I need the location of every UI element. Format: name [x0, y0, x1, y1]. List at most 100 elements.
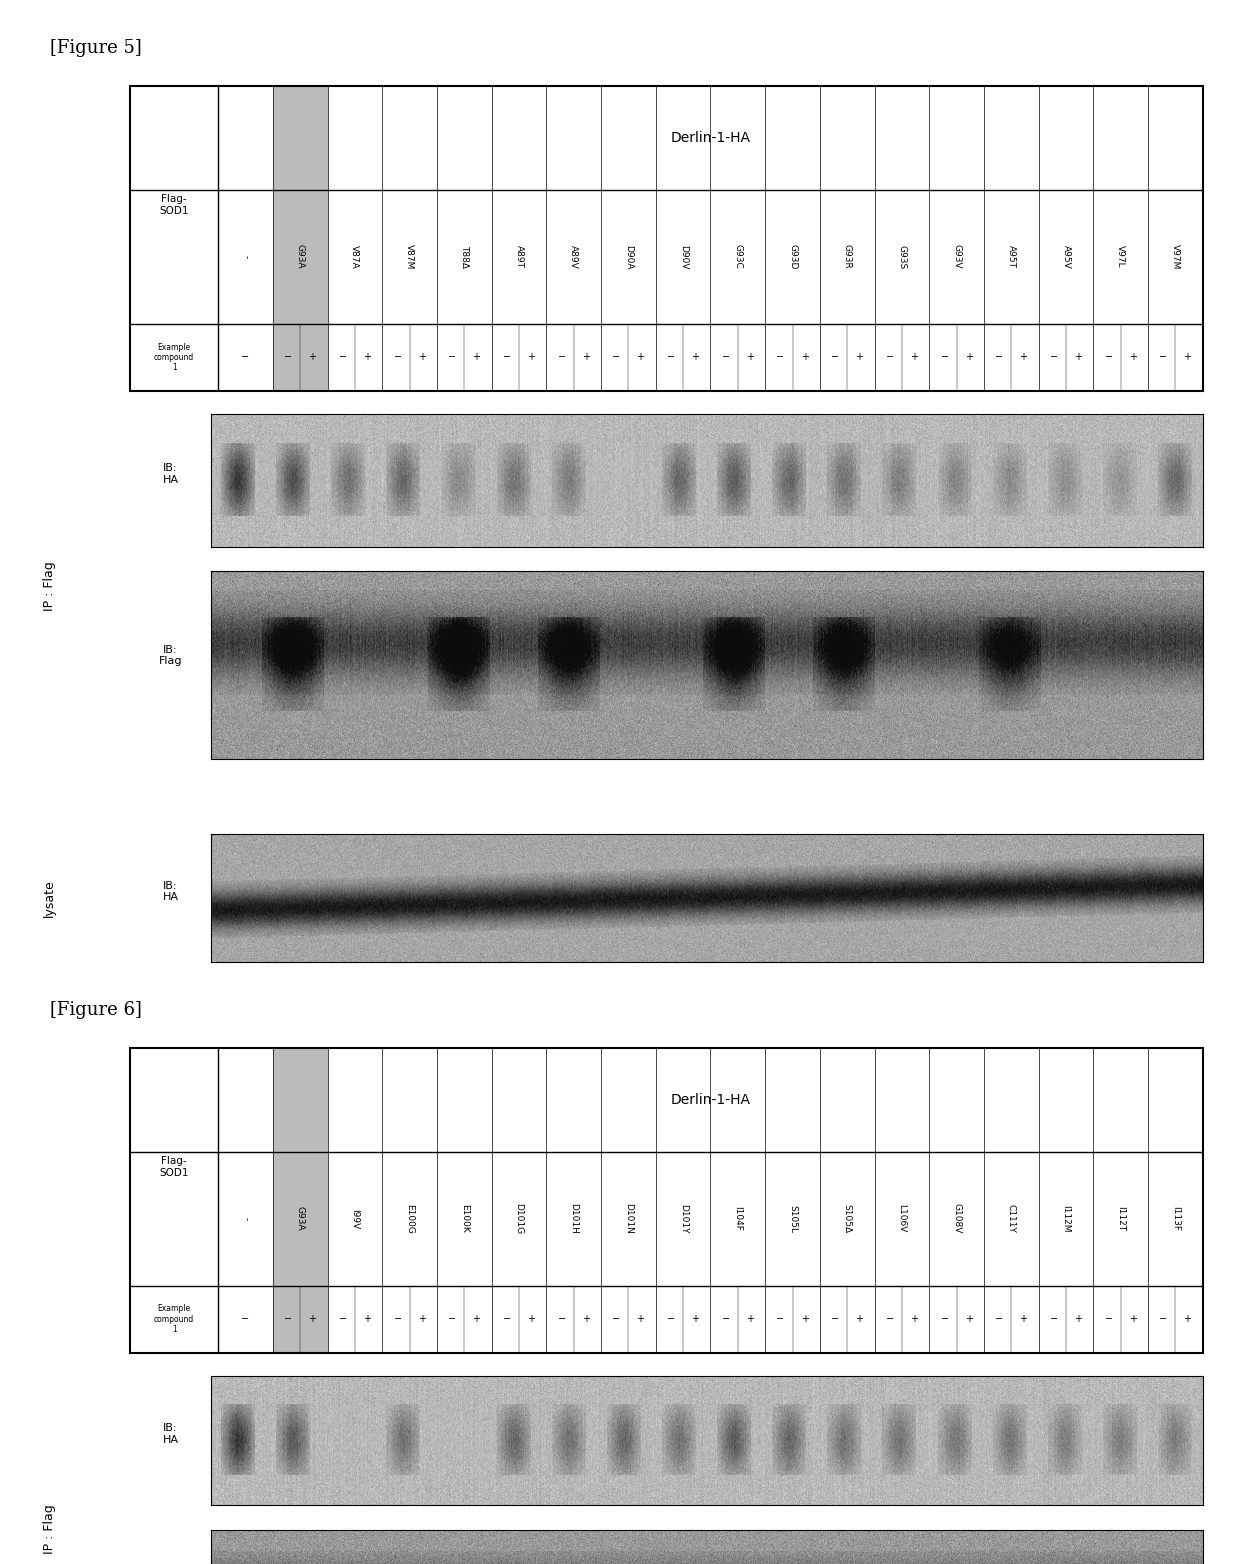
Text: −: −	[831, 352, 839, 363]
Text: +: +	[1019, 352, 1028, 363]
Text: +: +	[1183, 1314, 1192, 1325]
Text: −: −	[284, 1314, 293, 1325]
Text: +: +	[636, 352, 645, 363]
Text: Flag-
SOD1: Flag- SOD1	[160, 194, 188, 216]
Text: −: −	[776, 1314, 785, 1325]
Text: I112M: I112M	[1061, 1204, 1070, 1232]
Text: −: −	[776, 352, 785, 363]
Text: +: +	[309, 1314, 316, 1325]
Text: −: −	[996, 352, 1003, 363]
Text: Derlin-1-HA: Derlin-1-HA	[671, 131, 750, 145]
Text: IB:
HA: IB: HA	[162, 463, 179, 485]
Text: L106V: L106V	[898, 1204, 906, 1232]
Text: D101H: D101H	[569, 1203, 578, 1234]
Text: +: +	[1183, 352, 1192, 363]
Text: −: −	[1159, 352, 1168, 363]
Text: −: −	[558, 1314, 565, 1325]
Text: +: +	[746, 1314, 754, 1325]
Text: V87A: V87A	[351, 246, 360, 269]
Text: G93R: G93R	[843, 244, 852, 269]
Text: +: +	[965, 352, 972, 363]
Text: IP : Flag: IP : Flag	[43, 1505, 56, 1553]
Text: G93A: G93A	[295, 1206, 305, 1231]
Text: [Figure 6]: [Figure 6]	[50, 1001, 141, 1020]
Text: +: +	[1074, 1314, 1083, 1325]
Text: +: +	[1074, 352, 1083, 363]
Text: V97L: V97L	[1116, 246, 1125, 267]
Text: I112T: I112T	[1116, 1206, 1125, 1231]
Text: V97M: V97M	[1171, 244, 1180, 269]
Text: −: −	[503, 1314, 511, 1325]
Text: A89T: A89T	[515, 246, 523, 269]
Text: V87M: V87M	[405, 244, 414, 269]
Text: A95V: A95V	[1061, 246, 1070, 269]
Text: G93S: G93S	[898, 244, 906, 269]
Text: +: +	[910, 352, 918, 363]
Text: C111Y: C111Y	[1007, 1204, 1016, 1232]
Text: +: +	[691, 1314, 699, 1325]
Text: D90V: D90V	[678, 244, 688, 269]
Text: +: +	[856, 352, 863, 363]
Text: +: +	[1019, 1314, 1028, 1325]
Text: A95T: A95T	[1007, 246, 1016, 269]
Text: −: −	[885, 352, 894, 363]
Text: −: −	[1105, 352, 1112, 363]
Text: E100K: E100K	[460, 1204, 469, 1232]
Bar	[273, 1048, 327, 1353]
Text: lysate: lysate	[43, 879, 56, 917]
Text: −: −	[448, 352, 456, 363]
Text: E100G: E100G	[405, 1204, 414, 1234]
Text: −: −	[1050, 352, 1058, 363]
Text: −: −	[885, 1314, 894, 1325]
Text: IB:
HA: IB: HA	[162, 1423, 179, 1445]
Text: −: −	[667, 352, 675, 363]
Text: D101N: D101N	[624, 1203, 632, 1234]
Text: −: −	[284, 352, 293, 363]
Text: +: +	[418, 1314, 425, 1325]
Text: G93D: G93D	[789, 244, 797, 269]
Text: −: −	[339, 352, 347, 363]
Text: −: −	[722, 352, 730, 363]
Text: S105L: S105L	[789, 1204, 797, 1232]
Text: Derlin-1-HA: Derlin-1-HA	[671, 1093, 750, 1107]
Text: −: −	[722, 1314, 730, 1325]
Text: −: −	[393, 352, 402, 363]
Text: [Figure 5]: [Figure 5]	[50, 39, 141, 58]
Text: I104F: I104F	[733, 1206, 743, 1231]
Text: Flag-
SOD1: Flag- SOD1	[160, 1156, 188, 1178]
Text: D101Y: D101Y	[678, 1204, 688, 1234]
Text: G93V: G93V	[952, 244, 961, 269]
Text: Example
compound
1: Example compound 1	[154, 343, 195, 372]
Text: −: −	[996, 1314, 1003, 1325]
Text: D101G: D101G	[515, 1203, 523, 1234]
Text: +: +	[527, 352, 534, 363]
Text: I113F: I113F	[1171, 1206, 1180, 1231]
Text: +: +	[910, 1314, 918, 1325]
Text: +: +	[582, 352, 590, 363]
Text: +: +	[363, 1314, 371, 1325]
Text: +: +	[527, 1314, 534, 1325]
Text: S105Δ: S105Δ	[843, 1204, 852, 1234]
Text: −: −	[448, 1314, 456, 1325]
Text: Example
compound
1: Example compound 1	[154, 1304, 195, 1334]
Text: IB:
HA: IB: HA	[162, 881, 179, 902]
Text: G108V: G108V	[952, 1203, 961, 1234]
Text: −: −	[613, 352, 620, 363]
Text: −: −	[613, 1314, 620, 1325]
Text: −: −	[242, 352, 249, 363]
Text: −: −	[1159, 1314, 1168, 1325]
Text: G93C: G93C	[733, 244, 743, 269]
Text: +: +	[1128, 1314, 1137, 1325]
Text: −: −	[1105, 1314, 1112, 1325]
Bar	[273, 86, 327, 391]
Text: +: +	[965, 1314, 972, 1325]
Text: -: -	[241, 1217, 250, 1220]
Text: −: −	[242, 1314, 249, 1325]
Text: −: −	[393, 1314, 402, 1325]
Text: +: +	[691, 352, 699, 363]
Text: −: −	[941, 352, 949, 363]
Text: −: −	[558, 352, 565, 363]
Text: +: +	[309, 352, 316, 363]
Text: T88Δ: T88Δ	[460, 246, 469, 269]
Text: +: +	[801, 352, 808, 363]
